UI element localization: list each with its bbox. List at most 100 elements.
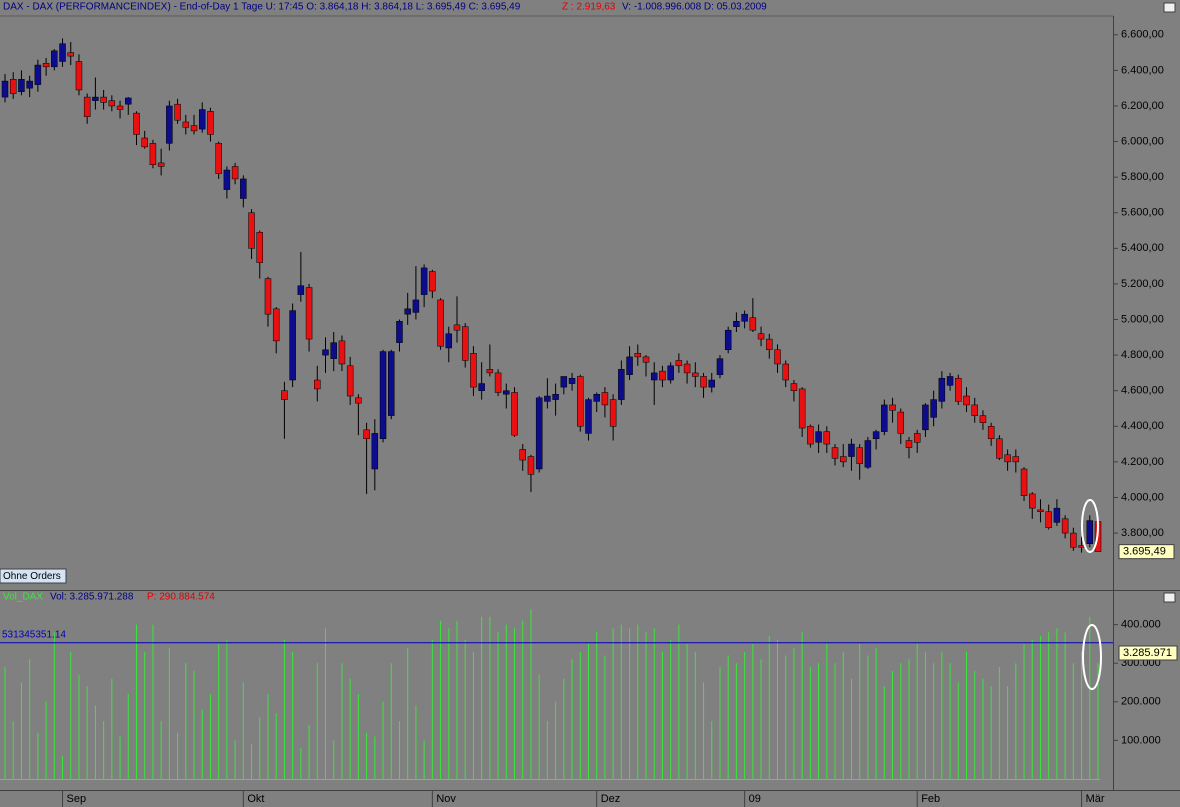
candle-body — [141, 137, 148, 148]
candle-body — [963, 395, 970, 406]
candle-body — [889, 404, 896, 411]
candle-body — [856, 447, 863, 464]
orders-button-label[interactable]: Ohne Orders — [3, 571, 61, 582]
candle-body — [92, 96, 99, 101]
candle-body — [560, 376, 568, 388]
candle-body — [535, 397, 543, 470]
candle-body — [478, 383, 485, 391]
y-tick-label: 5.400,00 — [1121, 242, 1164, 254]
candle-body — [938, 377, 946, 402]
candle-body — [757, 333, 765, 340]
candle-body — [503, 390, 510, 395]
candle-body — [922, 404, 929, 431]
header-rest: V: -1.008.996.008 D: 05.03.2009 — [622, 2, 767, 13]
candle-body — [1070, 532, 1077, 548]
candle-body — [26, 80, 33, 89]
orders-button[interactable] — [0, 568, 67, 584]
candle-body — [1020, 468, 1028, 496]
candle-body — [774, 349, 781, 365]
candle-body — [946, 376, 954, 386]
candle-body — [724, 329, 732, 351]
header-info: DAX - DAX (PERFORMANCEINDEX) - End-of-Da… — [3, 2, 521, 13]
candle-body — [379, 351, 387, 439]
candle-body — [692, 372, 699, 377]
candle-body — [815, 431, 822, 443]
candle-body — [527, 456, 535, 475]
candle-body — [314, 379, 321, 390]
candle-body — [609, 399, 617, 427]
candle-body — [453, 324, 461, 331]
candle-body — [971, 404, 978, 416]
candle-body — [297, 285, 305, 295]
last-price-label: 3.695,49 — [1123, 546, 1166, 558]
candle-body — [1004, 454, 1011, 463]
candle-body — [412, 299, 420, 313]
reference-label: 531345351.14 — [2, 629, 66, 640]
candle-body — [264, 278, 272, 315]
candle-body — [839, 456, 847, 463]
candle-body — [125, 97, 132, 105]
candle-body — [190, 125, 198, 132]
header-z: Z : 2.919,63 — [562, 2, 616, 13]
candle-body — [823, 431, 831, 445]
candle-body — [831, 447, 839, 459]
y-tick-label: 4.600,00 — [1121, 385, 1164, 397]
candle-body — [363, 429, 370, 439]
candle-body — [182, 121, 190, 128]
candle-body — [807, 426, 814, 445]
candle-body — [667, 365, 674, 381]
candle-body — [905, 440, 913, 448]
candle-body — [305, 287, 313, 340]
y-tick-label: 5.600,00 — [1121, 207, 1164, 219]
candle-body — [683, 363, 691, 374]
candle-body — [700, 376, 707, 388]
candle-body — [650, 372, 658, 381]
volume-last-box — [1118, 645, 1178, 661]
candle-body — [1061, 518, 1069, 534]
candle-body — [1012, 456, 1020, 463]
candle-body — [618, 369, 625, 400]
x-tick-label: Dez — [601, 793, 621, 805]
candle-body — [544, 395, 551, 402]
candle-body — [346, 365, 354, 397]
candle-body — [207, 111, 214, 135]
candle-body — [133, 112, 140, 135]
candle-body — [256, 232, 264, 263]
panel-button[interactable] — [1163, 592, 1176, 603]
candle-body — [248, 212, 255, 249]
candle-body — [445, 333, 453, 349]
candle-body — [174, 103, 181, 121]
candle-body — [741, 313, 748, 322]
y-tick-label: 5.200,00 — [1121, 278, 1164, 290]
volume-legend-name: Vol_DAX — [3, 592, 43, 603]
candle-body — [396, 321, 403, 343]
candle-body — [322, 349, 329, 356]
candle-body — [437, 299, 444, 347]
candle-body — [149, 143, 157, 165]
candle-body — [930, 399, 937, 418]
x-tick-label: Sep — [67, 793, 87, 805]
candle-body — [429, 271, 436, 292]
candle-body — [749, 317, 757, 331]
candle-body — [1045, 511, 1052, 528]
y-tick-label: 6.200,00 — [1121, 100, 1164, 112]
candle-body — [733, 321, 740, 327]
candle-body — [675, 360, 683, 367]
candle-body — [371, 433, 379, 470]
candle-body — [240, 178, 247, 199]
candle-body — [766, 338, 773, 351]
candle-body — [83, 96, 91, 117]
candle-body — [9, 79, 17, 94]
y-tick-label: 4.200,00 — [1121, 456, 1164, 468]
candle-body — [1078, 545, 1085, 548]
candle-body — [215, 143, 222, 174]
candle-body — [626, 356, 633, 375]
y-tick-label: 6.400,00 — [1121, 64, 1164, 76]
candle-body — [642, 356, 650, 363]
y-tick-label: 6.000,00 — [1121, 135, 1164, 147]
panel-button[interactable] — [1163, 2, 1176, 13]
candle-body — [790, 383, 798, 391]
candle-body — [848, 443, 855, 457]
candle-body — [387, 351, 395, 416]
